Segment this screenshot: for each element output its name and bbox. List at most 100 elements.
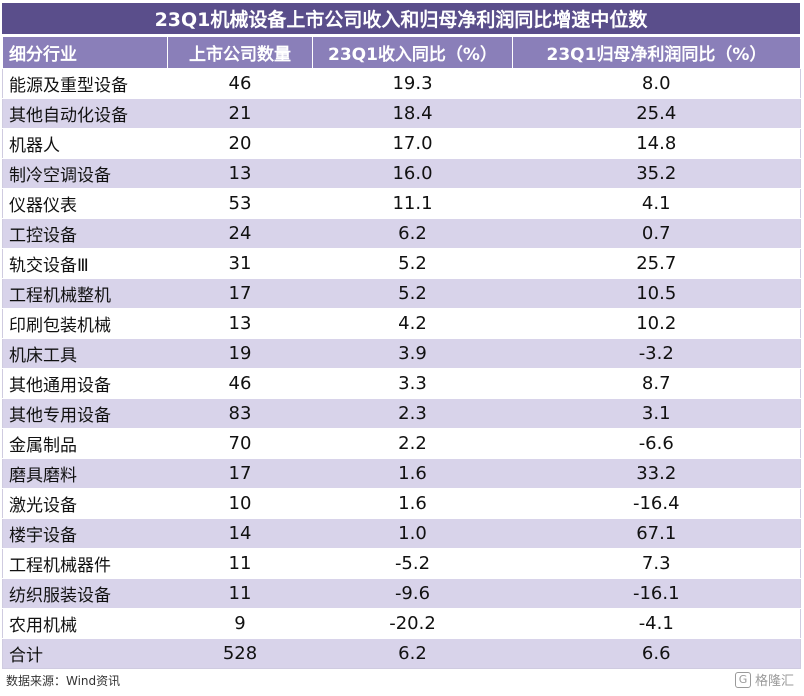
cell-profit-yoy: 8.0 <box>512 68 801 99</box>
cell-revenue-yoy: 18.4 <box>312 98 513 129</box>
cell-profit-yoy: 8.7 <box>512 368 801 399</box>
cell-profit-yoy: 33.2 <box>512 458 801 489</box>
table-row: 纺织服装设备 11 -9.6 -16.1 <box>2 578 801 609</box>
cell-company-count: 46 <box>167 68 313 99</box>
cell-revenue-yoy: 1.0 <box>312 518 513 549</box>
cell-profit-yoy: 3.1 <box>512 398 801 429</box>
table-row: 楼宇设备 14 1.0 67.1 <box>2 518 801 549</box>
table-row: 仪器仪表 53 11.1 4.1 <box>2 188 801 219</box>
cell-profit-yoy: -4.1 <box>512 608 801 639</box>
cell-industry: 能源及重型设备 <box>2 68 168 99</box>
cell-industry: 激光设备 <box>2 488 168 519</box>
cell-revenue-yoy: 2.3 <box>312 398 513 429</box>
cell-revenue-yoy: 3.3 <box>312 368 513 399</box>
cell-profit-yoy: 10.5 <box>512 278 801 309</box>
header-industry: 细分行业 <box>2 36 168 69</box>
cell-industry: 合计 <box>2 638 168 669</box>
cell-industry: 纺织服装设备 <box>2 578 168 609</box>
cell-industry: 工程机械整机 <box>2 278 168 309</box>
table-row: 磨具磨料 17 1.6 33.2 <box>2 458 801 489</box>
cell-profit-yoy: 67.1 <box>512 518 801 549</box>
cell-profit-yoy: 14.8 <box>512 128 801 159</box>
cell-company-count: 10 <box>167 488 313 519</box>
table-row: 工控设备 24 6.2 0.7 <box>2 218 801 249</box>
cell-revenue-yoy: 19.3 <box>312 68 513 99</box>
table-row: 农用机械 9 -20.2 -4.1 <box>2 608 801 639</box>
cell-company-count: 13 <box>167 158 313 189</box>
header-company-count: 上市公司数量 <box>167 36 313 69</box>
cell-profit-yoy: -3.2 <box>512 338 801 369</box>
table-row: 合计 528 6.2 6.6 <box>2 638 801 669</box>
cell-company-count: 21 <box>167 98 313 129</box>
header-row: 细分行业 上市公司数量 23Q1收入同比（%） 23Q1归母净利润同比（%） <box>2 36 801 69</box>
table-row: 其他专用设备 83 2.3 3.1 <box>2 398 801 429</box>
table-title: 23Q1机械设备上市公司收入和归母净利润同比增速中位数 <box>2 3 800 34</box>
cell-revenue-yoy: 3.9 <box>312 338 513 369</box>
table-row: 工程机械器件 11 -5.2 7.3 <box>2 548 801 579</box>
ge-logo-icon: G <box>734 671 751 688</box>
cell-industry: 磨具磨料 <box>2 458 168 489</box>
cell-company-count: 46 <box>167 368 313 399</box>
cell-profit-yoy: 0.7 <box>512 218 801 249</box>
watermark-text: 格隆汇 <box>754 674 794 689</box>
cell-revenue-yoy: 1.6 <box>312 488 513 519</box>
cell-industry: 仪器仪表 <box>2 188 168 219</box>
cell-revenue-yoy: -20.2 <box>312 608 513 639</box>
cell-industry: 金属制品 <box>2 428 168 459</box>
cell-profit-yoy: 25.7 <box>512 248 801 279</box>
cell-revenue-yoy: 17.0 <box>312 128 513 159</box>
cell-profit-yoy: 4.1 <box>512 188 801 219</box>
cell-industry: 印刷包装机械 <box>2 308 168 339</box>
cell-industry: 制冷空调设备 <box>2 158 168 189</box>
table-row: 激光设备 10 1.6 -16.4 <box>2 488 801 519</box>
cell-industry: 楼宇设备 <box>2 518 168 549</box>
cell-industry: 工控设备 <box>2 218 168 249</box>
table-row: 能源及重型设备 46 19.3 8.0 <box>2 68 801 99</box>
cell-revenue-yoy: 6.2 <box>312 218 513 249</box>
table-row: 机器人 20 17.0 14.8 <box>2 128 801 159</box>
cell-revenue-yoy: 16.0 <box>312 158 513 189</box>
cell-company-count: 31 <box>167 248 313 279</box>
cell-industry: 机器人 <box>2 128 168 159</box>
cell-profit-yoy: -16.1 <box>512 578 801 609</box>
data-table: 细分行业 上市公司数量 23Q1收入同比（%） 23Q1归母净利润同比（%） 能… <box>2 36 801 669</box>
cell-revenue-yoy: 4.2 <box>312 308 513 339</box>
cell-industry: 其他自动化设备 <box>2 98 168 129</box>
table-row: 金属制品 70 2.2 -6.6 <box>2 428 801 459</box>
table-row: 其他通用设备 46 3.3 8.7 <box>2 368 801 399</box>
cell-industry: 机床工具 <box>2 338 168 369</box>
source-note: 数据来源：Wind资讯 <box>6 674 121 688</box>
cell-company-count: 528 <box>167 638 313 669</box>
watermark: G 格隆汇 <box>734 670 794 689</box>
cell-profit-yoy: 10.2 <box>512 308 801 339</box>
cell-revenue-yoy: -5.2 <box>312 548 513 579</box>
cell-company-count: 11 <box>167 578 313 609</box>
cell-company-count: 14 <box>167 518 313 549</box>
cell-company-count: 17 <box>167 278 313 309</box>
cell-company-count: 70 <box>167 428 313 459</box>
cell-industry: 轨交设备Ⅲ <box>2 248 168 279</box>
cell-company-count: 20 <box>167 128 313 159</box>
table-row: 工程机械整机 17 5.2 10.5 <box>2 278 801 309</box>
cell-company-count: 83 <box>167 398 313 429</box>
table-row: 轨交设备Ⅲ 31 5.2 25.7 <box>2 248 801 279</box>
cell-revenue-yoy: -9.6 <box>312 578 513 609</box>
table-row: 机床工具 19 3.9 -3.2 <box>2 338 801 369</box>
cell-company-count: 19 <box>167 338 313 369</box>
table-row: 印刷包装机械 13 4.2 10.2 <box>2 308 801 339</box>
cell-profit-yoy: 7.3 <box>512 548 801 579</box>
cell-revenue-yoy: 2.2 <box>312 428 513 459</box>
cell-company-count: 11 <box>167 548 313 579</box>
cell-revenue-yoy: 1.6 <box>312 458 513 489</box>
cell-company-count: 9 <box>167 608 313 639</box>
cell-company-count: 17 <box>167 458 313 489</box>
cell-company-count: 13 <box>167 308 313 339</box>
table-row: 其他自动化设备 21 18.4 25.4 <box>2 98 801 129</box>
cell-revenue-yoy: 11.1 <box>312 188 513 219</box>
cell-company-count: 53 <box>167 188 313 219</box>
cell-revenue-yoy: 5.2 <box>312 248 513 279</box>
header-profit-yoy: 23Q1归母净利润同比（%） <box>512 36 801 69</box>
cell-industry: 其他专用设备 <box>2 398 168 429</box>
table-body: 能源及重型设备 46 19.3 8.0 其他自动化设备 21 18.4 25.4 机器人 20 17… <box>2 68 801 669</box>
header-revenue-yoy: 23Q1收入同比（%） <box>312 36 513 69</box>
